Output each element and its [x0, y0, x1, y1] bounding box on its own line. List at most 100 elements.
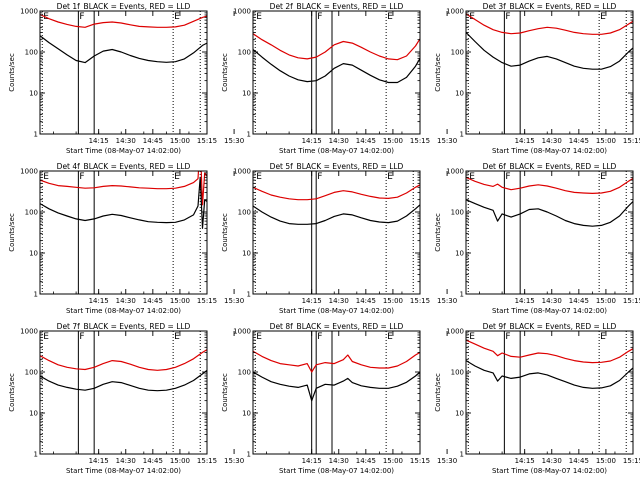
- x-tick-label: 14:15: [515, 297, 535, 305]
- y-tick-label: 100: [451, 369, 464, 377]
- panel-title: Det 9f_BLACK = Events, RED = LLD: [483, 322, 617, 331]
- event-marker-label: E: [387, 172, 393, 182]
- event-marker-label: E: [174, 332, 180, 342]
- y-tick-label: 100: [238, 49, 251, 57]
- event-marker-label: F: [79, 172, 84, 182]
- x-tick-label: 15:30: [224, 457, 244, 465]
- x-tick-label: 14:45: [569, 137, 589, 145]
- panel-title: Det 2f_BLACK = Events, RED = LLD: [270, 2, 404, 11]
- lld-series-line: [40, 349, 207, 371]
- events-series-line: [253, 371, 420, 402]
- x-tick-label: 15:15: [623, 137, 640, 145]
- plot-frame: [252, 330, 421, 455]
- x-tick-label: 15:00: [170, 457, 190, 465]
- plot-frame: [39, 10, 208, 135]
- x-tick-label: 14:30: [542, 137, 562, 145]
- x-axis-label: Start Time (08-May-07 14:02:00): [279, 147, 394, 155]
- y-axis-label: Counts/sec: [434, 373, 442, 412]
- y-tick-label: 10: [29, 250, 38, 258]
- y-tick-label: 1000: [233, 168, 251, 176]
- x-tick-label: 14:15: [302, 297, 322, 305]
- y-axis-label: Counts/sec: [8, 373, 16, 412]
- event-marker-label: E: [174, 12, 180, 22]
- events-series-line: [253, 49, 420, 84]
- y-tick-label: 10: [455, 410, 464, 418]
- event-marker-label: F: [317, 172, 322, 182]
- x-tick-label: 14:45: [143, 137, 163, 145]
- x-tick-label: 15:15: [197, 137, 217, 145]
- x-axis-label: Start Time (08-May-07 14:02:00): [66, 307, 181, 315]
- event-marker-label: E: [174, 172, 180, 182]
- x-tick-label: 14:45: [143, 297, 163, 305]
- events-series-line: [466, 360, 633, 389]
- x-tick-label: 14:15: [515, 457, 535, 465]
- plot-frame: [252, 10, 421, 135]
- x-tick-label: 14:30: [116, 297, 136, 305]
- y-tick-label: 10: [29, 410, 38, 418]
- x-tick-label: 14:30: [542, 297, 562, 305]
- lld-series-line: [466, 339, 633, 364]
- x-tick-label: 14:30: [329, 457, 349, 465]
- y-tick-label: 10: [242, 410, 251, 418]
- y-axis-label: Counts/sec: [8, 53, 16, 92]
- y-tick-label: 1: [460, 131, 464, 139]
- events-series-line: [40, 369, 207, 392]
- y-tick-label: 1000: [446, 168, 464, 176]
- plot-frame: [465, 170, 634, 295]
- lld-series-line: [253, 33, 420, 61]
- y-axis-label: Counts/sec: [434, 213, 442, 252]
- y-axis-label: Counts/sec: [8, 213, 16, 252]
- x-tick-label: 14:30: [542, 457, 562, 465]
- event-marker-label: F: [317, 332, 322, 342]
- x-tick-label: 15:30: [437, 137, 457, 145]
- y-tick-label: 10: [242, 250, 251, 258]
- x-axis-label: Start Time (08-May-07 14:02:00): [279, 307, 394, 315]
- event-marker-label: E: [387, 332, 393, 342]
- x-tick-label: 14:45: [356, 137, 376, 145]
- lld-series-line: [466, 13, 633, 35]
- y-tick-label: 10: [455, 250, 464, 258]
- plot-frame: [252, 170, 421, 295]
- y-tick-label: 100: [238, 209, 251, 217]
- x-tick-label: 15:15: [197, 457, 217, 465]
- x-tick-label: 15:30: [224, 137, 244, 145]
- plot-frame: [39, 330, 208, 455]
- x-axis-label: Start Time (08-May-07 14:02:00): [492, 147, 607, 155]
- y-tick-label: 1000: [446, 8, 464, 16]
- event-marker-label: E: [469, 12, 475, 22]
- y-tick-label: 1000: [446, 328, 464, 336]
- event-marker-label: E: [600, 172, 606, 182]
- plot-frame: [465, 10, 634, 135]
- event-marker-label: E: [469, 332, 475, 342]
- y-tick-label: 10: [242, 90, 251, 98]
- x-tick-label: 14:45: [356, 297, 376, 305]
- panel-title: Det 6f_BLACK = Events, RED = LLD: [483, 162, 617, 171]
- lld-series-line: [466, 176, 633, 194]
- y-tick-label: 10: [29, 90, 38, 98]
- panel-title: Det 3f_BLACK = Events, RED = LLD: [483, 2, 617, 11]
- x-tick-label: 15:00: [170, 297, 190, 305]
- x-tick-label: 14:30: [116, 137, 136, 145]
- y-tick-label: 1000: [20, 168, 38, 176]
- events-series-line: [466, 199, 633, 227]
- x-tick-label: 14:30: [329, 137, 349, 145]
- event-marker-label: F: [79, 12, 84, 22]
- event-marker-label: E: [387, 12, 393, 22]
- y-tick-label: 1000: [20, 8, 38, 16]
- lld-series-line: [40, 13, 207, 28]
- x-tick-label: 14:45: [356, 457, 376, 465]
- y-tick-label: 100: [451, 209, 464, 217]
- y-tick-label: 1: [460, 451, 464, 459]
- x-tick-label: 15:00: [383, 457, 403, 465]
- panel-title: Det 5f_BLACK = Events, RED = LLD: [270, 162, 404, 171]
- event-marker-label: E: [43, 332, 49, 342]
- events-series-line: [253, 204, 420, 225]
- x-tick-label: 14:15: [302, 137, 322, 145]
- event-marker-label: E: [469, 172, 475, 182]
- y-axis-label: Counts/sec: [434, 53, 442, 92]
